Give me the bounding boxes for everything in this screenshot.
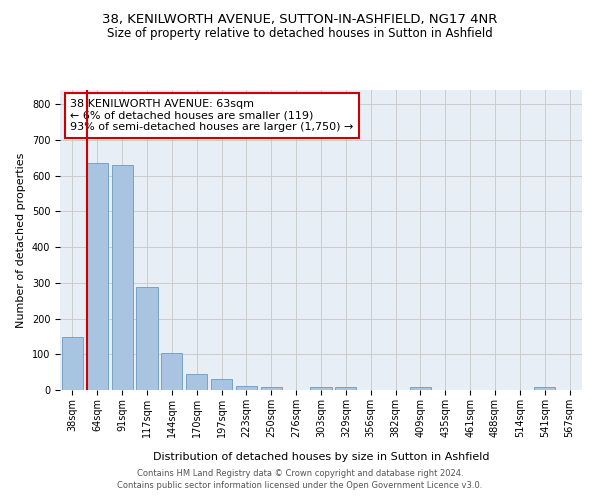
Bar	[410, 387, 431, 390]
Text: 38 KENILWORTH AVENUE: 63sqm
← 6% of detached houses are smaller (119)
93% of sem: 38 KENILWORTH AVENUE: 63sqm ← 6% of deta…	[70, 99, 354, 132]
Text: Size of property relative to detached houses in Sutton in Ashfield: Size of property relative to detached ho…	[107, 28, 493, 40]
Bar	[211, 380, 232, 390]
Bar	[136, 287, 158, 390]
Bar	[62, 337, 83, 390]
Bar	[112, 165, 133, 390]
Bar	[161, 353, 182, 390]
Bar	[87, 163, 108, 390]
Bar	[310, 387, 332, 390]
Bar	[186, 374, 207, 390]
Bar	[236, 386, 257, 390]
Text: Distribution of detached houses by size in Sutton in Ashfield: Distribution of detached houses by size …	[153, 452, 489, 462]
Text: 38, KENILWORTH AVENUE, SUTTON-IN-ASHFIELD, NG17 4NR: 38, KENILWORTH AVENUE, SUTTON-IN-ASHFIEL…	[103, 12, 497, 26]
Bar	[534, 387, 555, 390]
Bar	[335, 387, 356, 390]
Y-axis label: Number of detached properties: Number of detached properties	[16, 152, 26, 328]
Text: Contains HM Land Registry data © Crown copyright and database right 2024.
Contai: Contains HM Land Registry data © Crown c…	[118, 468, 482, 490]
Bar	[261, 387, 282, 390]
